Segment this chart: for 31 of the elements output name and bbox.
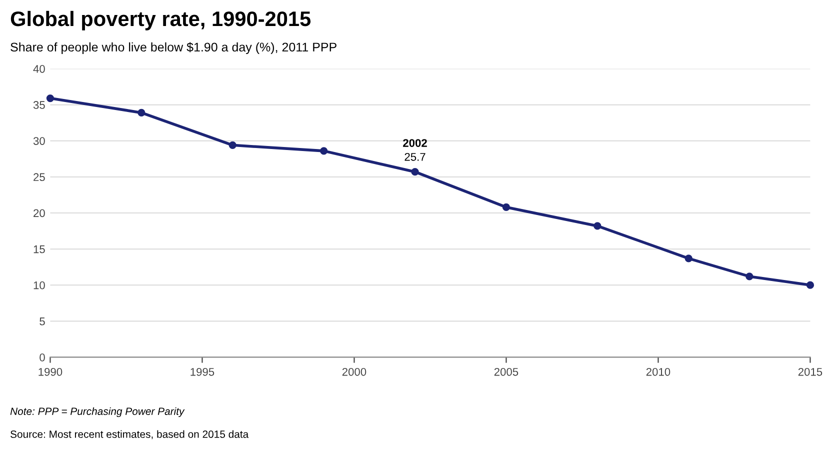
y-tick-label: 40 [33, 64, 45, 73]
point [502, 203, 510, 212]
x-tick-label: 2005 [494, 368, 518, 376]
point [594, 222, 602, 230]
point [320, 147, 328, 155]
point [411, 168, 419, 176]
y-tick-label: 20 [34, 209, 45, 218]
y-tick-label: 30 [33, 137, 45, 145]
y-tick-label: 15 [34, 245, 45, 254]
y-tick-label: 0 [40, 354, 45, 362]
source-note: Source: Most recent estimates, based on 2015 data [10, 430, 249, 440]
y-tick-label: 5 [40, 318, 45, 326]
point [228, 141, 236, 149]
y-tick-label: 10 [34, 281, 45, 290]
x-tick-label: 1995 [190, 368, 214, 376]
chart-title: Global poverty rate, 1990-2015 [10, 10, 311, 30]
x-tick-label: 2015 [798, 368, 822, 376]
text: Note: PPP = Purchasing Power Parity [10, 407, 185, 418]
y-tick-label: 25 [34, 173, 45, 182]
x-tick-label: 1990 [38, 368, 62, 376]
chart-subtitle: Share of people who live below $1.90 a day (%), 2011 PPP [10, 42, 336, 54]
y-tick-label: 35 [33, 101, 45, 109]
point [746, 272, 754, 280]
annotation: 25.7 [404, 152, 426, 161]
point [46, 94, 54, 102]
x-tick-label: 2010 [646, 368, 670, 376]
x-tick-label: 2000 [342, 368, 366, 376]
point [684, 254, 692, 262]
annotation: 2002 [403, 139, 427, 147]
point [138, 108, 146, 117]
point [806, 281, 814, 289]
